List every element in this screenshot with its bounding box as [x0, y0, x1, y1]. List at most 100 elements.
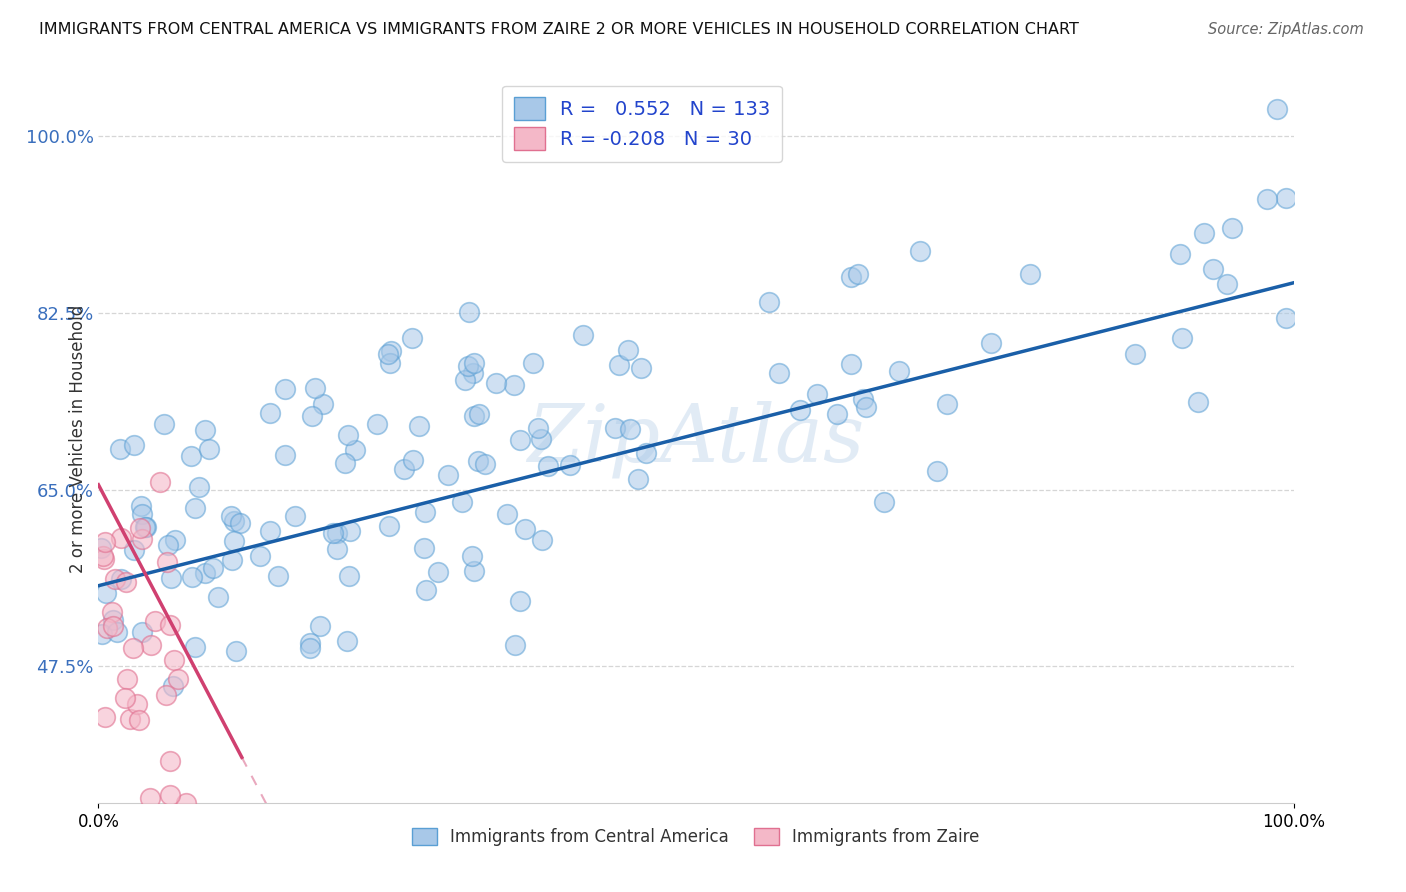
- Point: [304, 381, 326, 395]
- Point: [194, 566, 217, 580]
- Point: [337, 568, 360, 582]
- Point: [124, 542, 146, 557]
- Point: [110, 572, 132, 586]
- Legend: Immigrants from Central America, Immigrants from Zaire: Immigrants from Central America, Immigra…: [405, 822, 987, 853]
- Point: [758, 294, 780, 309]
- Point: [198, 442, 221, 456]
- Point: [378, 356, 401, 370]
- Point: [125, 697, 148, 711]
- Point: [1216, 277, 1239, 292]
- Point: [128, 713, 150, 727]
- Point: [100, 605, 122, 619]
- Point: [222, 514, 245, 528]
- Point: [219, 508, 242, 523]
- Point: [527, 420, 550, 434]
- Point: [267, 568, 290, 582]
- Point: [322, 525, 344, 540]
- Point: [463, 564, 485, 578]
- Point: [180, 570, 202, 584]
- Point: [93, 710, 115, 724]
- Point: [312, 396, 335, 410]
- Point: [1274, 310, 1296, 325]
- Point: [495, 507, 517, 521]
- Point: [380, 344, 402, 359]
- Point: [1222, 221, 1244, 235]
- Point: [159, 754, 181, 768]
- Point: [101, 618, 124, 632]
- Point: [1256, 193, 1278, 207]
- Point: [855, 400, 877, 414]
- Point: [402, 453, 425, 467]
- Point: [139, 790, 162, 805]
- Point: [474, 457, 496, 471]
- Point: [149, 475, 172, 489]
- Point: [513, 522, 536, 536]
- Point: [636, 446, 658, 460]
- Point: [159, 788, 181, 802]
- Point: [468, 407, 491, 421]
- Point: [114, 690, 136, 705]
- Point: [115, 672, 138, 686]
- Point: [1274, 191, 1296, 205]
- Point: [392, 461, 415, 475]
- Point: [309, 619, 332, 633]
- Point: [105, 625, 128, 640]
- Point: [91, 549, 114, 563]
- Point: [115, 575, 138, 590]
- Point: [925, 464, 948, 478]
- Point: [167, 672, 190, 686]
- Point: [603, 421, 626, 435]
- Point: [366, 417, 388, 431]
- Point: [183, 500, 205, 515]
- Point: [437, 468, 460, 483]
- Point: [273, 382, 295, 396]
- Point: [1123, 347, 1146, 361]
- Point: [461, 549, 484, 564]
- Point: [274, 448, 297, 462]
- Point: [616, 343, 638, 358]
- Point: [935, 397, 957, 411]
- Point: [153, 417, 176, 432]
- Point: [1192, 226, 1215, 240]
- Point: [174, 796, 197, 810]
- Point: [825, 407, 848, 421]
- Point: [159, 617, 181, 632]
- Point: [131, 533, 153, 547]
- Point: [463, 356, 485, 370]
- Point: [852, 392, 875, 406]
- Point: [221, 553, 243, 567]
- Point: [96, 621, 118, 635]
- Point: [224, 533, 246, 548]
- Point: [131, 507, 153, 521]
- Point: [299, 635, 322, 649]
- Point: [333, 456, 356, 470]
- Point: [401, 330, 423, 344]
- Point: [101, 613, 124, 627]
- Point: [225, 643, 247, 657]
- Point: [336, 427, 359, 442]
- Point: [325, 525, 347, 540]
- Point: [156, 538, 179, 552]
- Point: [530, 533, 553, 547]
- Point: [122, 437, 145, 451]
- Point: [457, 359, 479, 373]
- Point: [94, 586, 117, 600]
- Point: [135, 520, 157, 534]
- Point: [458, 304, 481, 318]
- Point: [1168, 247, 1191, 261]
- Point: [509, 594, 531, 608]
- Point: [806, 387, 828, 401]
- Point: [259, 524, 281, 538]
- Point: [873, 495, 896, 509]
- Point: [572, 328, 595, 343]
- Point: [1202, 262, 1225, 277]
- Point: [768, 366, 790, 380]
- Point: [184, 640, 207, 655]
- Point: [415, 582, 437, 597]
- Point: [139, 638, 162, 652]
- Point: [1187, 394, 1209, 409]
- Point: [335, 634, 357, 648]
- Point: [619, 422, 641, 436]
- Point: [108, 442, 131, 457]
- Point: [1171, 331, 1194, 345]
